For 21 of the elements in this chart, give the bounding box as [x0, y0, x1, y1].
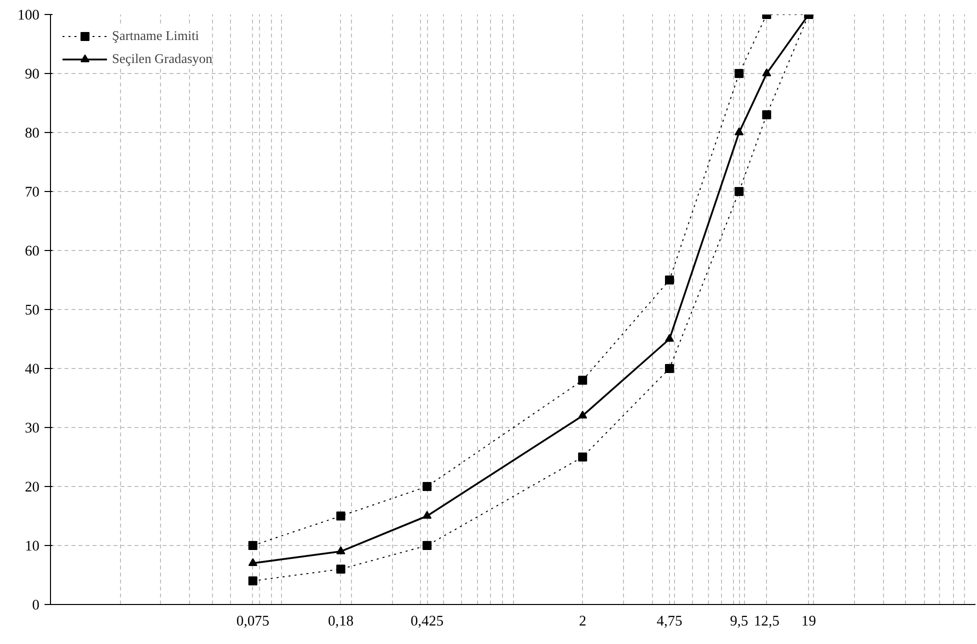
y-tick-label: 50 — [24, 302, 40, 318]
y-tick-label: 70 — [24, 184, 40, 200]
y-tick-label: 30 — [24, 420, 40, 436]
x-tick-label: 12,5 — [754, 614, 780, 630]
legend-label: Seçilen Gradasyon — [112, 51, 212, 67]
y-tick-label: 0 — [32, 598, 40, 614]
x-tick-label: 0,425 — [410, 614, 444, 630]
y-tick-label: 10 — [24, 538, 40, 554]
x-tick-label: 0,18 — [328, 614, 354, 630]
y-tick-label: 20 — [24, 480, 40, 496]
x-tick-label: 2 — [578, 614, 586, 630]
x-tick-label: 9,5 — [730, 614, 748, 630]
y-tick-label: 40 — [24, 362, 40, 378]
x-tick-label: 0,075 — [236, 614, 270, 630]
y-tick-label: 80 — [24, 126, 40, 142]
y-tick-label: 60 — [24, 244, 40, 260]
legend-label: Şartname Limiti — [112, 28, 199, 44]
y-tick-label: 90 — [24, 66, 40, 82]
y-tick-label: 100 — [18, 8, 40, 24]
x-tick-label: 19 — [801, 614, 816, 630]
x-tick-label: 4,75 — [656, 614, 682, 630]
